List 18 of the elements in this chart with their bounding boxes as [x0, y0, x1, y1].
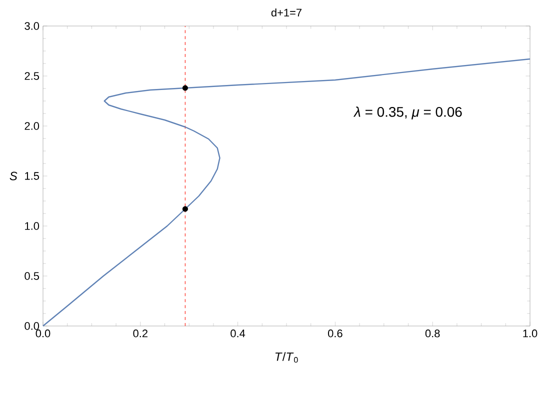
x-tick-label: 0.6 — [328, 330, 342, 338]
x-tick-label: 1.0 — [523, 330, 538, 338]
y-tick-label: 1.5 — [25, 172, 40, 180]
annotation: λ = 0.35, μ = 0.06 — [353, 106, 462, 120]
y-tick-label: 2.0 — [24, 122, 40, 130]
line-series — [42, 58, 531, 327]
chart-title: d+1=7 — [271, 8, 302, 17]
y-tick-label: 2.5 — [24, 72, 40, 80]
x-tick-label: 0.0 — [36, 330, 50, 338]
x-axis-title: T/T$_{0}$ — [275, 352, 298, 363]
x-tick-label: 0.2 — [133, 330, 148, 338]
y-tick-label: 1.0 — [25, 222, 40, 230]
y-tick-label: 0.5 — [24, 272, 40, 280]
y-axis-title: S — [10, 172, 18, 180]
y-tick-label: 0.0 — [24, 322, 40, 330]
y-tick-label: 3.0 — [24, 22, 40, 30]
x-tick-label: 0.8 — [425, 330, 440, 338]
x-tick-label: 0.4 — [230, 330, 246, 338]
